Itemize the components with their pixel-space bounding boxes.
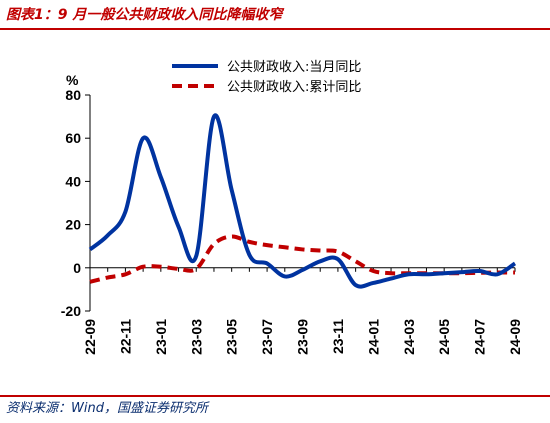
y-tick-label: 0 [73, 260, 81, 276]
x-tick-label: 24-01 [365, 319, 381, 355]
y-tick-label: 20 [65, 217, 81, 233]
axes: -20 0 20 40 60 80 22-09 22-11 23-01 23-03 23-05 23-… [61, 87, 523, 355]
source-note: 资料来源：Wind，国盛证券研究所 [6, 401, 208, 416]
series-line-cumulative [89, 234, 516, 284]
source-divider [0, 395, 550, 397]
x-tick-label: 22-11 [117, 319, 133, 354]
y-tick-label: 80 [65, 87, 81, 103]
x-tick-label: 24-05 [436, 319, 452, 355]
x-tick-label: 22-09 [82, 319, 98, 355]
x-tick-label: 23-03 [188, 319, 204, 355]
x-tick-label: 23-01 [153, 319, 169, 355]
series-layer [88, 113, 517, 289]
legend: 公共财政收入:当月同比 公共财政收入:累计同比 [172, 60, 361, 95]
x-tick-label: 23-07 [259, 319, 275, 355]
y-tick-label: 40 [65, 173, 81, 189]
x-tick-label: 24-09 [507, 319, 523, 355]
x-tick-label: 24-07 [472, 319, 488, 355]
y-tick-label: -20 [61, 303, 81, 319]
x-tick-label: 23-11 [330, 319, 346, 354]
chart-title: 图表1：9 月一般公共财政收入同比降幅收窄 [6, 7, 283, 23]
y-tick-label: 60 [65, 130, 81, 146]
x-tick-label: 23-09 [295, 319, 311, 355]
legend-label-monthly: 公共财政收入:当月同比 [227, 60, 361, 75]
legend-label-cumulative: 公共财政收入:累计同比 [227, 80, 361, 95]
title-divider [0, 28, 550, 30]
y-axis-unit: % [66, 72, 79, 88]
series-line-monthly [88, 113, 517, 289]
x-tick-label: 24-03 [401, 319, 417, 355]
x-tick-label: 23-05 [224, 319, 240, 355]
